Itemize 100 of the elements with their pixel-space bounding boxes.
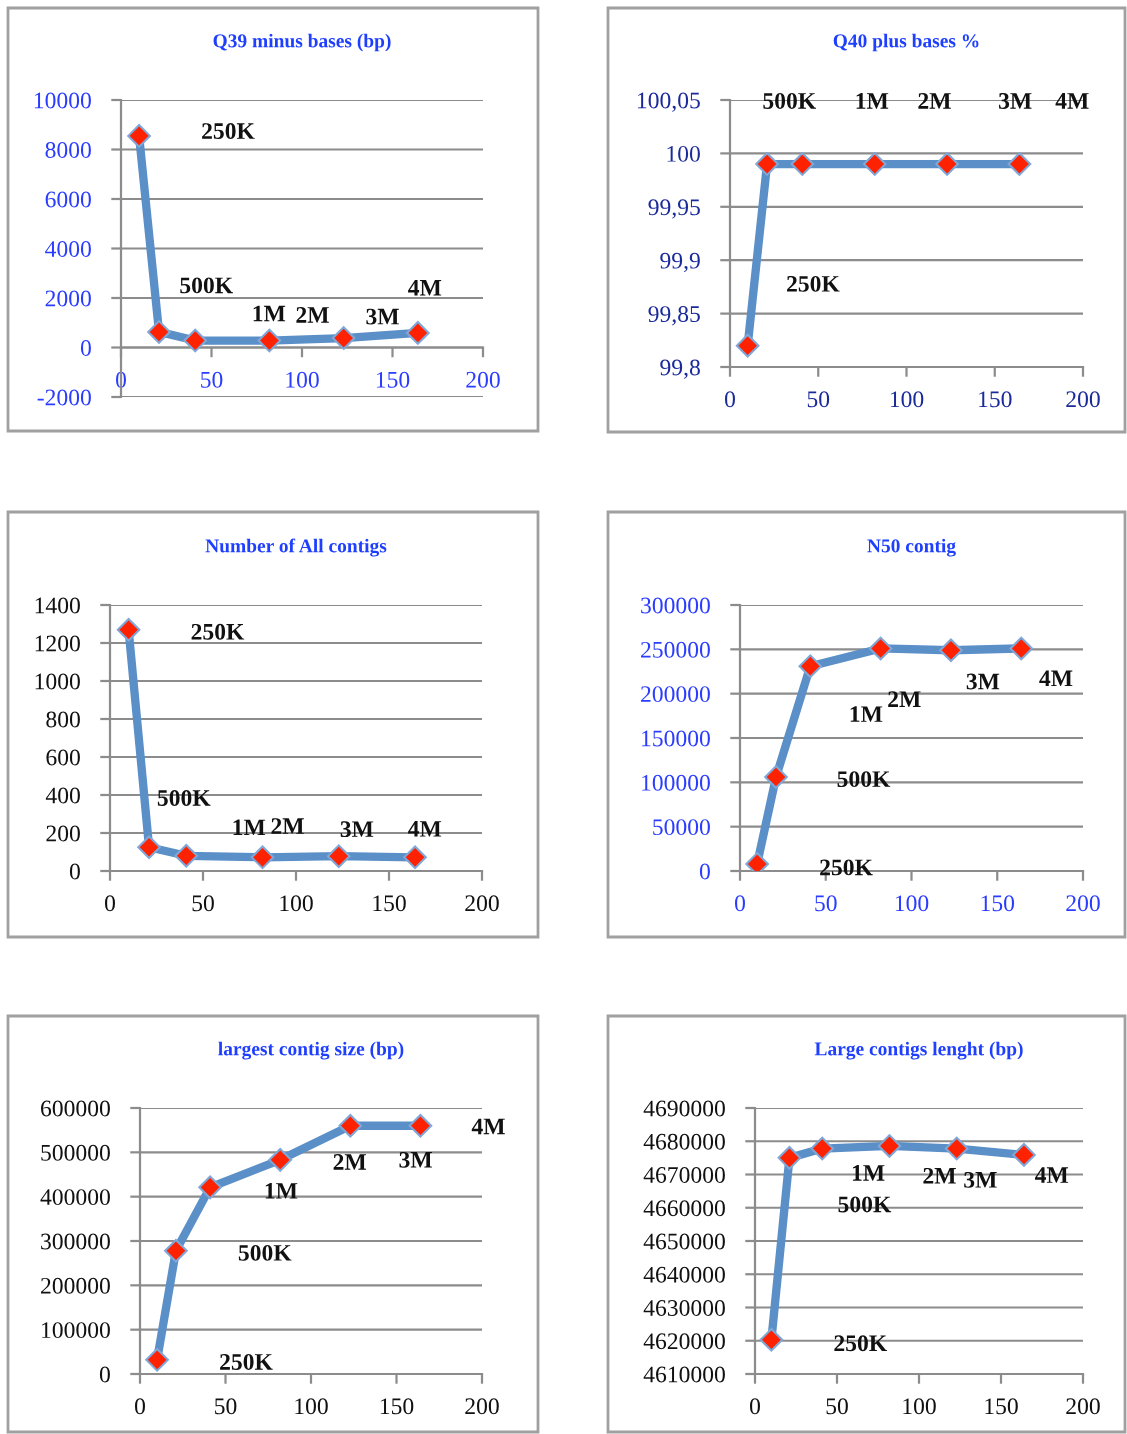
y-tick-label: 4630000 [643,1299,725,1316]
y-tick-label: 4610000 [643,1366,725,1383]
x-tick-label: 0 [135,1398,145,1415]
y-tick-label: 50000 [653,819,710,836]
y-tick-label: 200000 [641,686,710,703]
x-tick-label: 100 [903,1398,936,1415]
annotation: 250K [220,1353,273,1370]
x-tick-label: 150 [981,895,1015,912]
point [877,1134,902,1158]
x-tick-label: 50 [192,895,214,912]
annotation: 500K [157,790,211,806]
point [174,843,199,868]
annotation: 250K [787,275,840,292]
point [764,765,788,789]
x-tick-label: 100 [286,371,319,388]
annotation: 4M [1035,1167,1069,1183]
annotation: 3M [340,821,374,838]
annotation: 4M [408,821,442,837]
x-tick-label: 50 [826,1398,848,1415]
y-tick-label: 150000 [642,730,710,747]
y-tick-label: 300000 [41,1233,110,1250]
annotation: 2M [271,818,304,834]
y-tick-label: 800 [46,711,80,728]
y-tick-label: 1400 [35,597,80,614]
annotation: 1M [850,706,883,722]
annotation: 2M [923,1167,956,1184]
y-tick-label: 99,9 [660,252,700,273]
annotation: 250K [820,859,873,876]
y-tick-label: 600 [46,749,80,766]
y-tick-label: 250000 [641,641,710,658]
annotation: 250K [202,123,255,140]
annotation: 4M [471,1118,505,1135]
chart-title: N50 contig [867,538,956,557]
annotation: 1M [253,305,286,322]
point [137,835,161,860]
point [868,636,893,661]
annotation: 1M [265,1183,298,1199]
point [777,1146,802,1170]
x-tick-label: 50 [201,371,223,388]
y-tick-label: 100 [667,145,700,162]
chart-title: Large contigs lenght (bp) [814,1041,1023,1060]
y-tick-label: 4670000 [643,1166,725,1183]
annotation: 3M [366,308,399,325]
x-tick-label: 200 [1066,1398,1100,1415]
x-tick-label: 50 [815,895,837,912]
annotation: 250K [191,623,245,640]
annotation: 1M [856,93,889,109]
x-tick-label: 150 [380,1398,414,1415]
annotation: 2M [918,93,951,109]
point [331,326,356,350]
x-tick-label: 100 [890,391,924,408]
point [408,1113,433,1138]
point [250,845,275,870]
y-tick-label: 400000 [40,1189,110,1206]
point [127,124,151,148]
annotation: 2M [296,307,329,323]
point [257,328,282,353]
y-tick-label: 4650000 [643,1233,725,1250]
y-tick-label: 100,05 [637,92,700,112]
annotation: 3M [964,1171,997,1188]
point [326,844,351,869]
annotation: 3M [399,1151,432,1168]
annotation: 1M [233,819,266,836]
x-tick-label: 100 [295,1398,328,1415]
point [145,1347,169,1372]
y-tick-label: 100000 [42,1322,110,1339]
x-tick-label: 200 [465,895,499,912]
x-tick-label: 150 [376,371,410,388]
annotation: 2M [333,1154,367,1170]
chart-title: largest contig size (bp) [218,1041,404,1060]
point [164,1238,188,1263]
point [406,321,430,345]
y-tick-label: 2000 [45,290,91,307]
y-tick-label: 4680000 [643,1133,725,1150]
point [798,654,823,679]
point [198,1175,222,1200]
annotation: 500K [238,1244,292,1261]
x-tick-label: 100 [280,895,313,912]
x-tick-label: 200 [1066,895,1100,912]
point [1009,636,1034,661]
annotation: 250K [834,1335,887,1352]
y-tick-label: 0 [69,863,80,880]
annotation: 3M [998,93,1032,109]
x-tick-label: 0 [735,895,745,912]
point [147,320,171,344]
annotation: 4M [408,279,442,296]
point [338,1113,363,1138]
x-tick-label: 50 [807,391,830,408]
y-tick-label: 4690000 [643,1100,725,1117]
annotation: 2M [888,691,921,707]
y-tick-label: 8000 [45,141,91,158]
y-tick-label: 600000 [41,1100,110,1117]
y-tick-label: 200000 [41,1277,110,1294]
point [1012,1143,1036,1167]
y-tick-label: 0 [80,339,91,356]
annotation: 4M [1055,93,1089,109]
y-tick-label: 100000 [642,774,710,791]
point [944,1136,969,1161]
y-tick-label: 200 [46,825,80,842]
y-tick-label: 4660000 [643,1200,725,1217]
